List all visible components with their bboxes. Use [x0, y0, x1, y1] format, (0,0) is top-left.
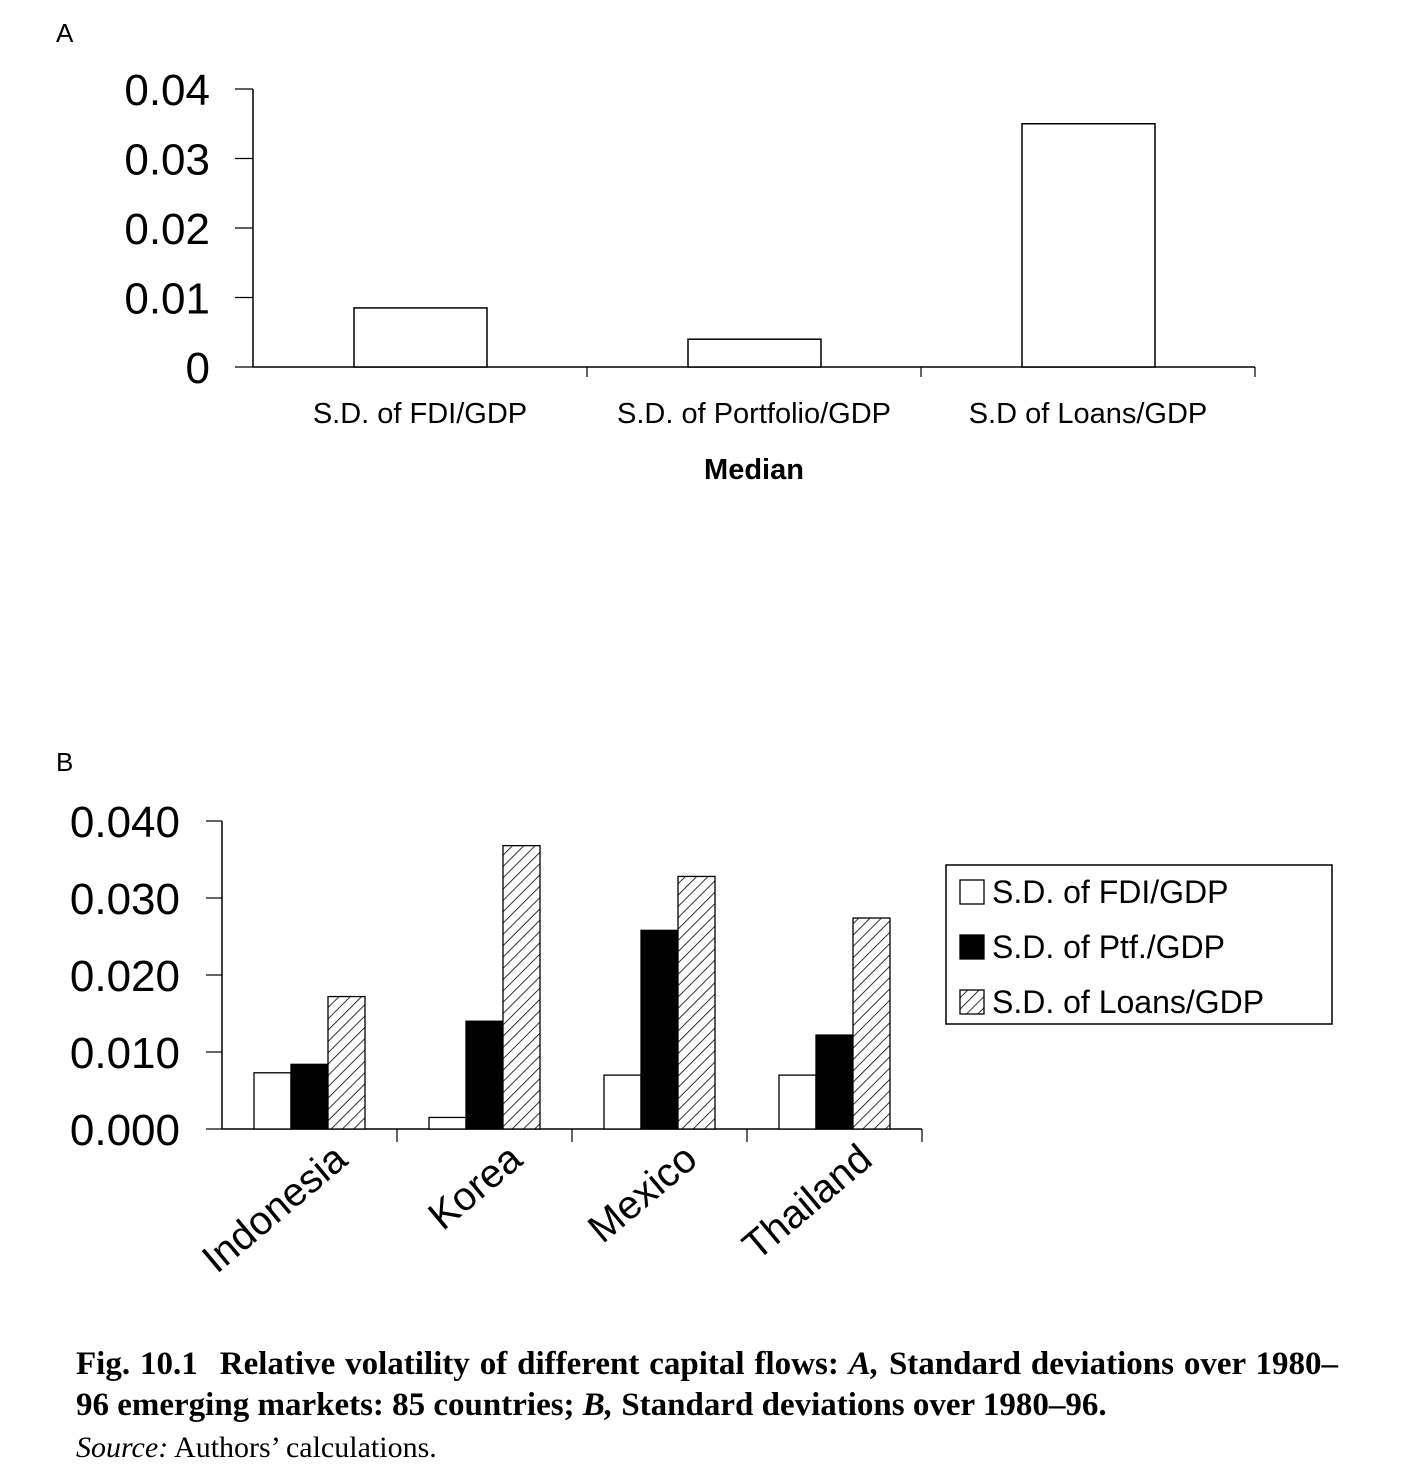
chart-b-category-label: Mexico [580, 1136, 705, 1251]
chart-a-category-label: S.D. of FDI/GDP [313, 398, 527, 430]
caption-text-2: Standard deviations over 1980–96 emergin… [76, 1346, 1338, 1423]
chart-b-bar-mexico-s-d-of-loans-gdp [677, 875, 716, 1130]
chart-b-bar-thailand-s-d-of-fdi-gdp [778, 1074, 817, 1130]
chart-a-x-axis-label: Median [704, 454, 804, 486]
chart-b-bar-mexico-s-d-of-ptf-gdp [640, 929, 679, 1130]
caption-source-label: Source: [76, 1431, 169, 1464]
chart-b-legend-swatch-s-d-of-fdi-gdp [959, 879, 985, 905]
chart-b-bar-indonesia-s-d-of-ptf-gdp [290, 1063, 329, 1130]
panel-a-label: A [56, 18, 74, 48]
chart-b-legend-label: S.D. of FDI/GDP [992, 874, 1228, 910]
chart-b-y-tick-label: 0.040 [70, 798, 180, 847]
chart-b-legend-label: S.D. of Ptf./GDP [992, 929, 1225, 965]
caption-source-text: Authors’ calculations. [168, 1431, 437, 1464]
chart-b-bar-korea-s-d-of-ptf-gdp [465, 1020, 504, 1130]
caption-text-3: Standard deviations over 1980–96. [613, 1387, 1107, 1423]
chart-b-bar-indonesia-s-d-of-loans-gdp [327, 995, 366, 1130]
chart-b-bar-korea-s-d-of-fdi-gdp [428, 1116, 467, 1130]
chart-b-legend-label: S.D. of Loans/GDP [992, 984, 1264, 1020]
chart-b-y-tick-label: 0.020 [70, 952, 180, 1001]
figure-caption: Fig. 10.1 Relative volatility of differen… [76, 1344, 1338, 1466]
caption-main: Fig. 10.1 Relative volatility of differen… [76, 1344, 1338, 1426]
chart-a-y-tick-label: 0.01 [124, 275, 210, 324]
chart-a-y-tick-label: 0.03 [124, 136, 210, 185]
panel-b-label: B [56, 747, 73, 777]
caption-fig-number: Fig. 10.1 [76, 1346, 198, 1382]
chart-b-bar-thailand-s-d-of-loans-gdp [852, 917, 891, 1130]
chart-a-y-tick-label: 0 [186, 344, 210, 393]
caption-panel-a-ref: A, [848, 1346, 880, 1382]
chart-a-y-tick-label: 0.04 [124, 66, 210, 115]
chart-b-legend-swatch-s-d-of-ptf-gdp [959, 934, 985, 960]
chart-a-bar-s-d-of-fdi-gdp [353, 307, 488, 368]
chart-b-category-label: Indonesia [194, 1136, 356, 1282]
chart-b-legend [945, 864, 1333, 1025]
chart-b-y-tick-label: 0.000 [70, 1106, 180, 1155]
caption-text-1: Relative volatility of different capital… [219, 1346, 849, 1382]
chart-a-bar-s-d-of-loans-gdp [1021, 123, 1156, 368]
chart-b-bar-thailand-s-d-of-ptf-gdp [815, 1034, 854, 1130]
chart-b-legend-swatch-s-d-of-loans-gdp [959, 989, 985, 1015]
chart-b-bar-mexico-s-d-of-fdi-gdp [603, 1074, 642, 1130]
chart-b-bar-indonesia-s-d-of-fdi-gdp [253, 1072, 292, 1130]
chart-b-y-tick-label: 0.010 [70, 1029, 180, 1078]
chart-a-category-label: S.D of Loans/GDP [969, 398, 1208, 430]
chart-a-bar-s-d-of-portfolio-gdp [687, 338, 822, 368]
chart-a-y-tick-label: 0.02 [124, 205, 210, 254]
chart-b-y-tick-label: 0.030 [70, 875, 180, 924]
caption-source: Source: Authors’ calculations. [76, 1430, 1338, 1466]
chart-b-bar-korea-s-d-of-loans-gdp [502, 844, 541, 1130]
chart-b-category-label: Korea [420, 1136, 531, 1239]
caption-panel-b-ref: B, [582, 1387, 614, 1423]
chart-a-category-label: S.D. of Portfolio/GDP [617, 398, 891, 430]
chart-a: 0 0.01 0.02 0.03 0.04 S.D. of FDI/GDP S.D. of … [124, 66, 1256, 486]
chart-b: 0.000 0.010 0.020 0.030 0.040 Indonesia Korea M… [70, 798, 1333, 1282]
chart-b-category-label: Thailand [734, 1136, 880, 1268]
